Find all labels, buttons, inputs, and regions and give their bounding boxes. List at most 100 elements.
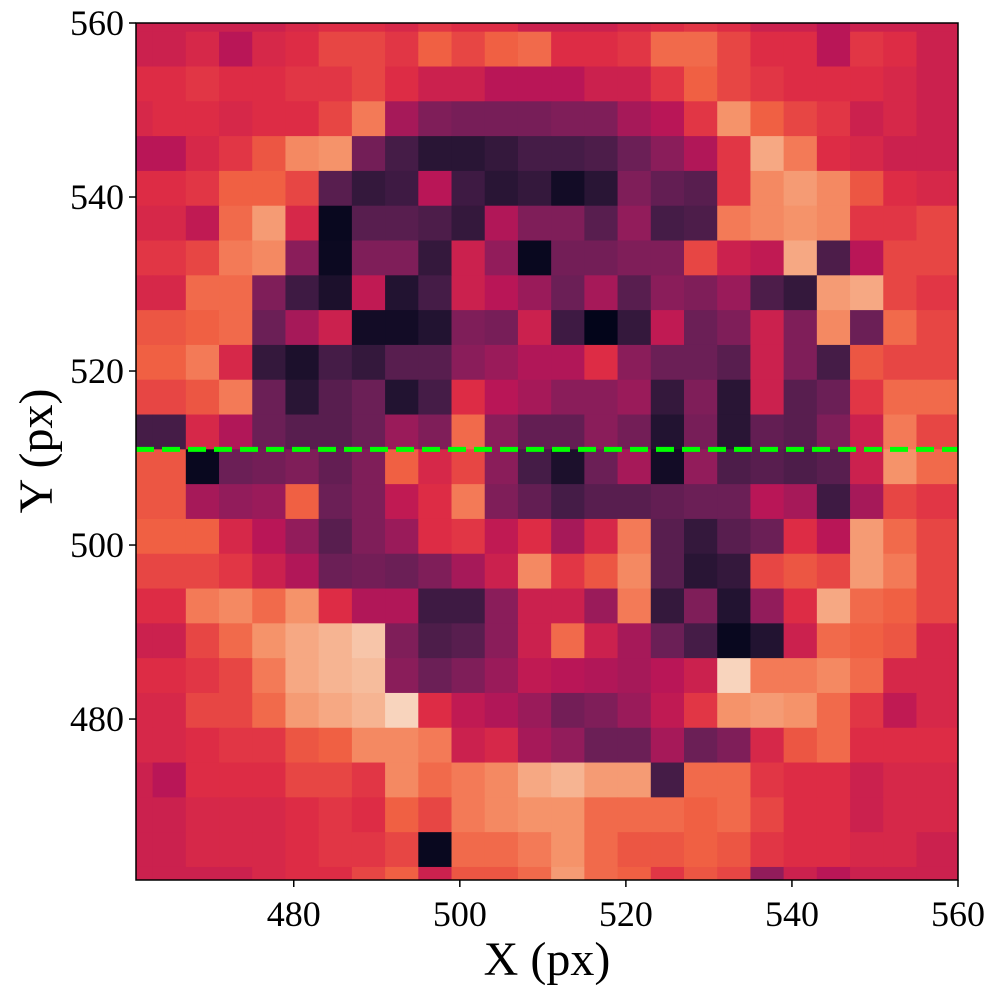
heatmap-cell [152,449,187,485]
heatmap-cell [584,832,619,868]
heatmap-cell [517,23,552,33]
heatmap-cell [717,553,751,590]
heatmap-cell [451,658,486,694]
heatmap-cell [351,310,386,346]
heatmap-cell [949,518,958,555]
heatmap-cell [717,275,751,311]
heatmap-cell [949,344,958,381]
heatmap-cell [883,205,917,242]
heatmap-cell [136,553,154,590]
heatmap-cell [617,31,652,68]
heatmap-cell [185,692,220,729]
heatmap-cell [152,623,187,659]
heatmap-cell [219,797,253,833]
heatmap-cell [152,658,187,694]
heatmap-cell [684,275,718,311]
heatmap-cell [684,379,718,416]
heatmap-cell [517,310,552,346]
heatmap-cell [136,136,154,172]
heatmap-cell [484,23,519,33]
heatmap-cell [185,310,220,346]
heatmap-cell [783,170,818,207]
heatmap-cell [517,658,552,694]
heatmap-cell [684,240,718,276]
heatmap-cell [850,23,884,33]
heatmap-cell [517,101,552,137]
heatmap-cell [219,832,253,868]
heatmap-cell [318,518,353,555]
heatmap-cell [617,866,652,880]
heatmap-cell [252,66,286,102]
heatmap-cell [219,762,253,798]
heatmap-cell [584,553,619,590]
heatmap-cell [219,588,253,624]
heatmap-cell [252,23,286,33]
heatmap-cell [219,240,253,276]
heatmap-cell [351,170,386,207]
heatmap-cell [816,692,851,729]
heatmap-cell [185,762,220,798]
heatmap-cell [717,762,751,798]
heatmap-cell [650,275,685,311]
heatmap-cell [850,692,884,729]
heatmap-cell [451,275,486,311]
heatmap-cell [816,727,851,764]
y-tick-label: 480 [70,699,124,739]
heatmap-cell [650,101,685,137]
heatmap-cell [136,658,154,694]
heatmap-cell [850,727,884,764]
heatmap-cell [650,692,685,729]
heatmap-cell [584,101,619,137]
heatmap-cell [418,832,453,868]
heatmap-cell [551,518,585,555]
heatmap-cell [351,553,386,590]
heatmap-cell [717,170,751,207]
heatmap-cell [850,240,884,276]
heatmap-cell [717,23,751,33]
heatmap-cell [385,832,419,868]
y-tick-label: 520 [70,351,124,391]
heatmap-cell [385,205,419,242]
heatmap-cell [318,31,353,68]
heatmap-cell [816,658,851,694]
heatmap-cell [451,136,486,172]
heatmap-cell [136,588,154,624]
heatmap-cell [949,310,958,346]
heatmap-cell [385,240,419,276]
heatmap-cell [750,66,785,102]
heatmap-cell [783,553,818,590]
heatmap-cell [584,136,619,172]
heatmap-cell [684,170,718,207]
heatmap-cell [484,484,519,520]
heatmap-cell [318,344,353,381]
heatmap-cell [617,23,652,33]
heatmap-cell [816,623,851,659]
heatmap-cell [219,623,253,659]
heatmap-cell [949,658,958,694]
heatmap-cell [451,101,486,137]
heatmap-cell [584,275,619,311]
heatmap-cell [617,205,652,242]
heatmap-cell [451,797,486,833]
heatmap-cell [650,240,685,276]
heatmap-cell [551,623,585,659]
heatmap-cell [517,205,552,242]
heatmap-cell [484,762,519,798]
heatmap-cell [883,344,917,381]
heatmap-cell [285,344,320,381]
heatmap-cell [750,727,785,764]
y-axis-label: Y (px) [10,389,63,514]
heatmap-cell [351,344,386,381]
heatmap-cell [783,727,818,764]
heatmap-cell [136,275,154,311]
heatmap-cell [684,136,718,172]
heatmap-cell [451,866,486,880]
heatmap-cell [318,553,353,590]
heatmap-cell [617,275,652,311]
heatmap-cell [949,275,958,311]
heatmap-cell [850,101,884,137]
heatmap-cell [185,31,220,68]
heatmap-cell [285,205,320,242]
heatmap-cell [750,344,785,381]
heatmap-cell [816,240,851,276]
